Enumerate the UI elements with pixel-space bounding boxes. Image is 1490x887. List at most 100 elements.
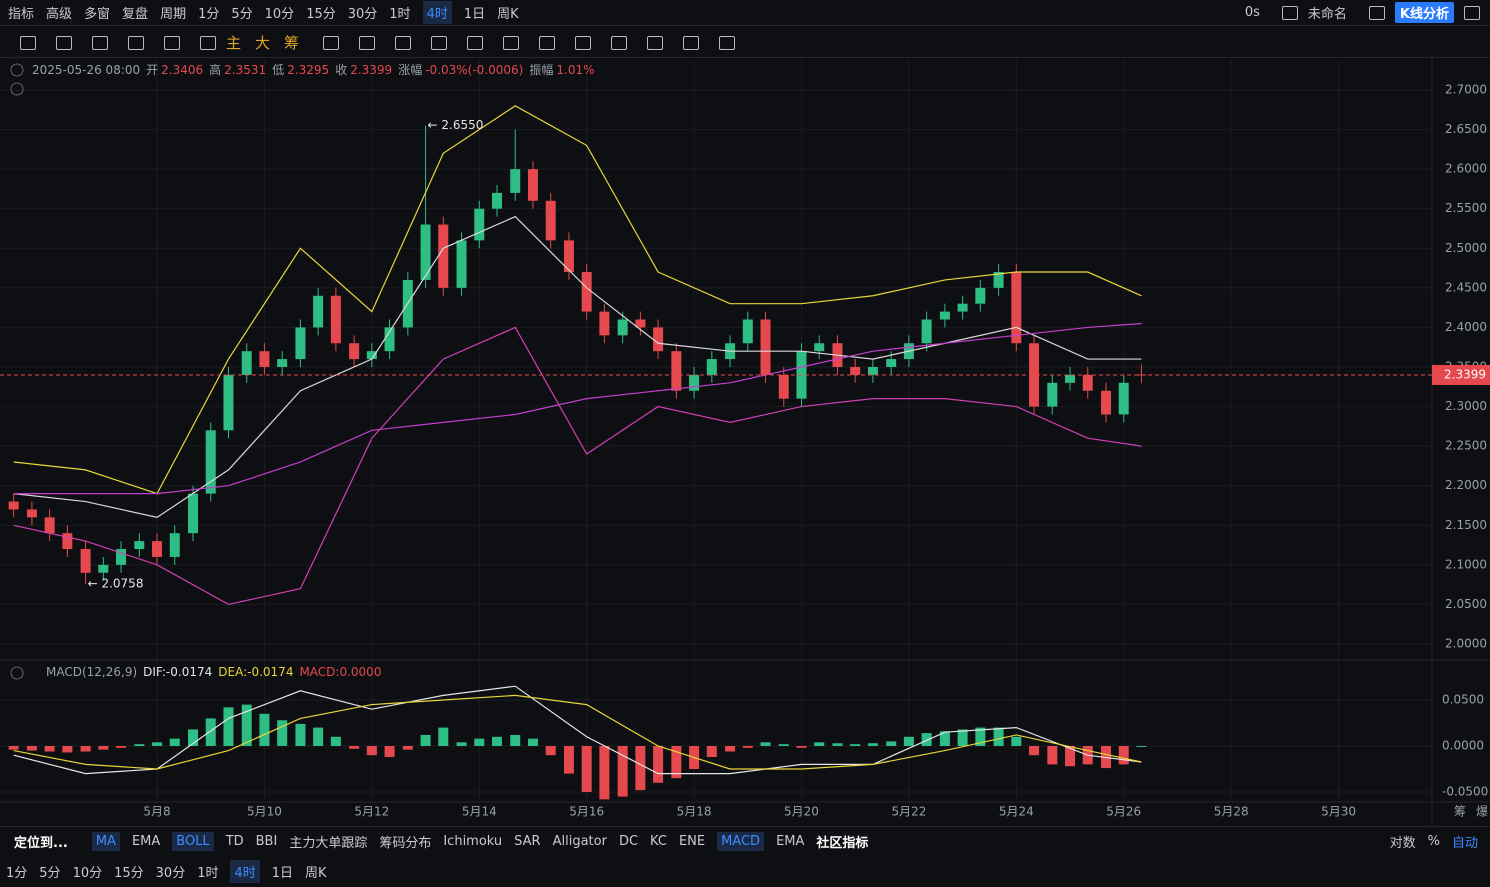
icon-button[interactable] bbox=[719, 35, 736, 50]
period-button[interactable]: 1分 bbox=[6, 866, 28, 881]
candle-body bbox=[241, 351, 252, 375]
scale-button[interactable]: 对数 bbox=[1389, 836, 1416, 851]
period-button[interactable]: 10分 bbox=[72, 866, 103, 881]
icon-button[interactable] bbox=[647, 35, 664, 50]
menu-button[interactable]: 指标 bbox=[8, 7, 35, 22]
info-value: -0.03%(-0.0006) bbox=[425, 63, 523, 77]
indicator-button[interactable]: 筹码分布 bbox=[379, 836, 432, 851]
icon-button[interactable] bbox=[1464, 5, 1480, 20]
macd-bar bbox=[867, 743, 878, 746]
icon-button[interactable] bbox=[164, 35, 180, 50]
chart: 2.0000 2.0500 2.1000 2.1500 2.2000 2.2500 2.30… bbox=[0, 58, 1490, 826]
macd-bar bbox=[617, 745, 628, 797]
icon-button[interactable] bbox=[539, 35, 556, 50]
period-button[interactable]: 1时 bbox=[197, 866, 219, 881]
indicator-button[interactable]: SAR bbox=[514, 834, 541, 849]
status-text[interactable]: 0s bbox=[1244, 5, 1260, 20]
icon-button[interactable] bbox=[323, 35, 340, 50]
indicator-button[interactable]: EMA bbox=[776, 834, 805, 849]
icon-button[interactable] bbox=[359, 35, 376, 50]
period-button[interactable]: 5分 bbox=[39, 866, 61, 881]
x-tick-label: 5月10 bbox=[247, 805, 282, 819]
icon-button[interactable] bbox=[200, 35, 216, 50]
icon-button[interactable] bbox=[1281, 5, 1298, 20]
indicator-button[interactable]: EMA bbox=[131, 834, 161, 849]
tool-button[interactable]: 大 bbox=[255, 34, 271, 52]
period-button[interactable]: 30分 bbox=[155, 866, 186, 881]
locate-button[interactable]: 定位到... bbox=[14, 836, 68, 851]
indicator-button[interactable]: TD bbox=[225, 834, 244, 849]
x-tick-label: 5月8 bbox=[143, 805, 170, 819]
icon-button[interactable] bbox=[395, 35, 412, 50]
icon-button[interactable] bbox=[467, 35, 484, 50]
candle-body bbox=[62, 533, 73, 550]
indicator-button[interactable]: DC bbox=[618, 834, 639, 849]
icon-button[interactable] bbox=[683, 35, 700, 50]
candle-body bbox=[456, 240, 467, 288]
macd-bar bbox=[62, 745, 73, 753]
icon-button[interactable] bbox=[20, 35, 36, 50]
analysis-button[interactable]: K线分析 bbox=[1394, 2, 1454, 23]
indicator-button[interactable]: BOLL bbox=[172, 832, 214, 851]
period-button[interactable]: 30分 bbox=[347, 7, 378, 22]
period-button[interactable]: 周K bbox=[497, 7, 519, 22]
macd-bar bbox=[169, 738, 180, 746]
info-label: 振幅 bbox=[529, 62, 553, 77]
scale-button[interactable]: 自动 bbox=[1451, 836, 1478, 851]
period-button[interactable]: 1分 bbox=[198, 7, 220, 22]
menu-button[interactable]: 高级 bbox=[46, 7, 73, 22]
status-text[interactable]: 未命名 bbox=[1307, 7, 1347, 22]
icon-button[interactable] bbox=[92, 35, 108, 50]
icon-button[interactable] bbox=[56, 35, 72, 50]
icon-button[interactable] bbox=[575, 35, 592, 50]
icon-button[interactable] bbox=[128, 35, 144, 50]
macd-bar bbox=[474, 738, 485, 746]
indicator-line bbox=[13, 322, 1142, 495]
plot-background bbox=[0, 58, 1490, 826]
icon-button[interactable] bbox=[431, 35, 448, 50]
tool-button[interactable]: 筹 bbox=[284, 34, 300, 52]
period-button[interactable]: 15分 bbox=[114, 866, 144, 881]
x-tick-label: 5月26 bbox=[1106, 805, 1141, 819]
menu-button[interactable]: 多窗 bbox=[84, 7, 111, 22]
period-button[interactable]: 1时 bbox=[389, 7, 411, 22]
indicator-button[interactable]: MA bbox=[91, 832, 120, 851]
indicator-button[interactable]: 主力大单跟踪 bbox=[289, 836, 368, 851]
candle-body bbox=[98, 564, 109, 573]
period-button[interactable]: 1日 bbox=[463, 7, 486, 22]
indicator-button[interactable]: KC bbox=[650, 834, 667, 849]
tool-button[interactable]: 主 bbox=[226, 34, 242, 52]
y-tick-label: 2.4500 bbox=[1445, 280, 1487, 294]
macd-bar bbox=[456, 742, 467, 746]
period-button[interactable]: 周K bbox=[305, 866, 327, 881]
period-button[interactable]: 1日 bbox=[271, 866, 294, 881]
candle-body bbox=[599, 311, 610, 336]
macd-bar bbox=[277, 720, 288, 746]
indicator-button[interactable]: Ichimoku bbox=[443, 834, 503, 849]
indicator-button[interactable]: ENE bbox=[678, 834, 706, 849]
community-button[interactable]: 社区指标 bbox=[816, 836, 869, 851]
icon-button[interactable] bbox=[503, 35, 520, 50]
period-button[interactable]: 4时 bbox=[422, 1, 452, 24]
indicator-button[interactable]: BBI bbox=[255, 834, 278, 849]
indicator-button[interactable]: MACD bbox=[717, 832, 765, 851]
macd-label: MACD:0.0000 bbox=[299, 665, 381, 679]
period-button[interactable]: 4时 bbox=[230, 860, 260, 883]
period-button[interactable]: 10分 bbox=[264, 7, 295, 22]
indicator-button[interactable]: Alligator bbox=[552, 834, 607, 849]
candle-body bbox=[760, 319, 771, 375]
period-button[interactable]: 15分 bbox=[306, 7, 336, 22]
menu-button[interactable]: 周期 bbox=[160, 7, 187, 22]
period-button[interactable]: 5分 bbox=[231, 7, 253, 22]
x-tick-label: 5月30 bbox=[1321, 805, 1356, 819]
candle-body bbox=[1047, 382, 1058, 407]
candle-body bbox=[313, 295, 324, 328]
drawing-toolbar: 主大筹 bbox=[0, 28, 1490, 58]
collapse-icon bbox=[10, 63, 24, 77]
scale-button[interactable]: % bbox=[1427, 834, 1440, 849]
macd-bar bbox=[957, 729, 968, 746]
menu-button[interactable]: 复盘 bbox=[122, 7, 149, 22]
y-tick-label: 2.4000 bbox=[1445, 320, 1487, 334]
icon-button[interactable] bbox=[611, 35, 628, 50]
icon-button[interactable] bbox=[1368, 5, 1385, 20]
